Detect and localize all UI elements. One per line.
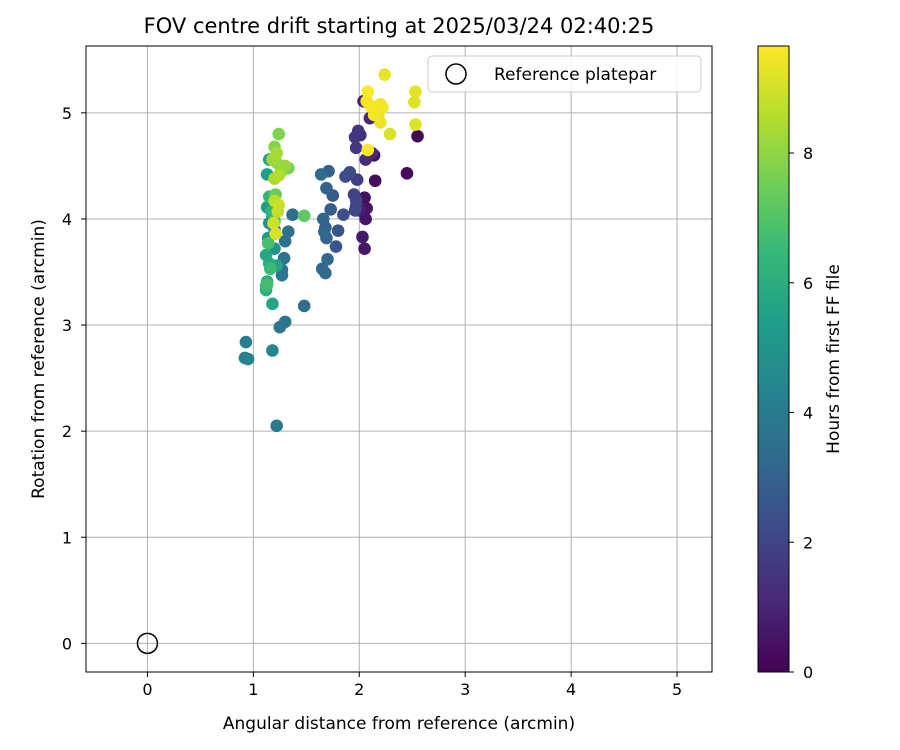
legend: Reference platepar — [427, 55, 702, 93]
data-point — [272, 169, 286, 182]
data-point — [339, 170, 352, 183]
y-tick-label: 5 — [62, 104, 72, 123]
data-point — [349, 193, 363, 207]
legend-box — [427, 55, 702, 93]
data-point — [321, 252, 334, 266]
y-tick-label: 1 — [62, 528, 72, 547]
grid — [86, 46, 712, 672]
data-point — [360, 94, 373, 108]
data-point — [409, 85, 422, 98]
colorbar-title: Hours from first FF file — [824, 264, 844, 454]
data-point — [361, 143, 375, 157]
colorbar-tick-label: 4 — [803, 404, 813, 423]
x-tick-label: 2 — [354, 680, 364, 699]
data-point — [266, 297, 279, 311]
x-tick-label: 5 — [672, 680, 682, 699]
data-point — [324, 203, 337, 216]
data-point — [267, 216, 280, 230]
data-point — [278, 159, 292, 173]
data-point — [282, 225, 295, 238]
data-point — [297, 299, 311, 313]
data-point — [275, 268, 289, 282]
x-tick-label: 1 — [248, 680, 258, 699]
data-point — [239, 335, 253, 349]
data-point — [272, 127, 286, 141]
chart-title: FOV centre drift starting at 2025/03/24 … — [144, 14, 655, 38]
data-point — [272, 198, 286, 212]
data-point — [356, 230, 369, 244]
data-point — [319, 266, 332, 280]
data-point — [261, 237, 275, 250]
data-point — [318, 225, 331, 238]
data-point — [383, 127, 397, 141]
data-point — [358, 242, 371, 255]
data-point — [400, 167, 414, 180]
x-tick-label: 4 — [566, 680, 576, 699]
data-point — [376, 101, 389, 114]
data-point — [316, 212, 330, 226]
data-point — [331, 224, 345, 237]
colorbar-tick-label: 2 — [803, 533, 813, 552]
colorbar: 0 2 4 6 8 — [757, 45, 813, 682]
data-point — [337, 208, 350, 222]
data-point — [260, 278, 274, 292]
data-point — [359, 153, 372, 166]
axes: 0 1 2 3 4 5 0 1 2 3 4 5 — [62, 45, 713, 699]
y-tick-label: 2 — [62, 422, 72, 441]
data-point — [378, 68, 392, 81]
data-point — [348, 130, 362, 144]
y-axis-title: Rotation from reference (arcmin) — [29, 219, 49, 499]
colorbar-gradient — [757, 45, 790, 673]
y-tick-label: 4 — [62, 210, 72, 229]
x-axis-title: Angular distance from reference (arcmin) — [223, 714, 575, 734]
legend-label: Reference platepar — [494, 65, 656, 85]
data-point — [409, 118, 422, 131]
data-point — [266, 344, 279, 357]
colorbar-tick-label: 8 — [803, 144, 813, 163]
data-point — [314, 168, 328, 181]
colorbar-tick-label: 6 — [803, 274, 813, 293]
colorbar-tick-label: 0 — [803, 663, 813, 682]
data-point — [264, 262, 277, 276]
y-tick-label: 3 — [62, 316, 72, 335]
data-point — [286, 208, 299, 222]
data-point — [349, 141, 363, 155]
data-point — [408, 95, 421, 109]
data-point — [411, 129, 424, 143]
x-tick-label: 3 — [460, 680, 470, 699]
data-point — [270, 419, 283, 433]
data-points — [136, 68, 424, 655]
reference-platepar-marker — [136, 632, 159, 655]
data-point — [270, 146, 283, 160]
y-tick-label: 0 — [62, 634, 72, 653]
data-point — [361, 85, 375, 98]
data-point — [329, 240, 343, 253]
data-point — [368, 174, 382, 188]
legend-marker — [445, 63, 467, 85]
data-point — [241, 352, 255, 366]
data-point — [273, 320, 287, 334]
data-point — [278, 234, 292, 248]
data-point — [348, 204, 362, 217]
data-point — [269, 227, 282, 241]
data-point — [297, 209, 311, 223]
data-point — [320, 181, 333, 195]
x-tick-label: 0 — [142, 680, 152, 699]
plot-frame — [85, 45, 713, 673]
